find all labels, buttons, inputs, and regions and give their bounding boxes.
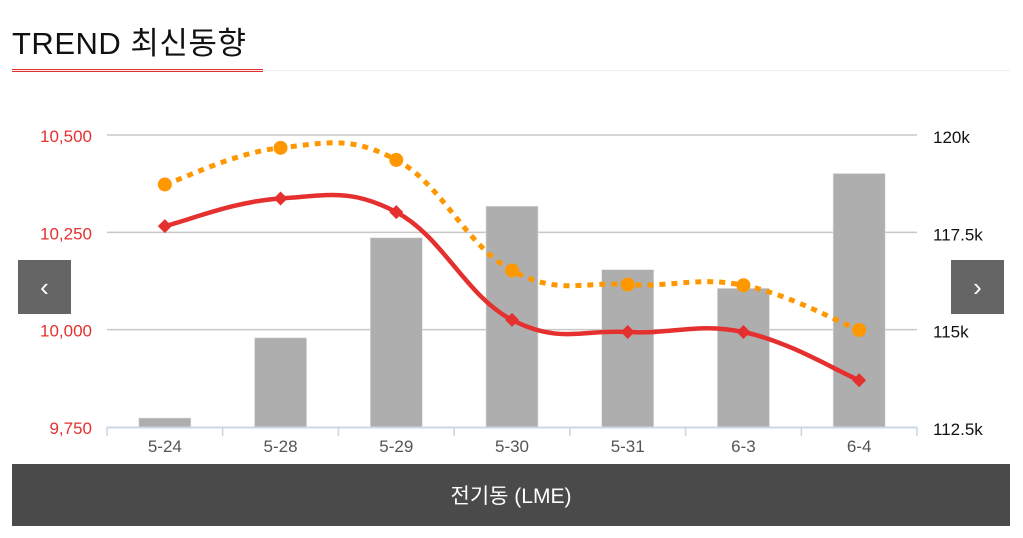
prev-button[interactable]: ‹	[18, 260, 71, 314]
next-button[interactable]: ›	[951, 260, 1004, 314]
diamond-marker-5-28	[273, 191, 288, 206]
left-axis-tick-label: 9,750	[49, 419, 92, 438]
left-axis-tick-label: 10,500	[40, 127, 92, 146]
circle-marker-5-24	[157, 177, 172, 192]
x-axis-tick-label: 5-29	[379, 437, 413, 456]
diamond-marker-6-4	[852, 373, 867, 388]
bar-6-3	[717, 288, 770, 428]
circle-marker-5-28	[273, 140, 288, 155]
circle-marker-5-31	[620, 277, 635, 292]
diamond-marker-5-31	[620, 325, 635, 340]
left-axis-tick-label: 10,000	[40, 322, 92, 341]
left-axis-tick-label: 10,250	[40, 224, 92, 243]
x-axis-tick-label: 5-28	[264, 437, 298, 456]
chevron-right-icon: ›	[973, 271, 982, 302]
circle-marker-5-29	[389, 152, 404, 167]
bar-6-4	[832, 173, 886, 428]
x-axis-tick-label: 5-30	[495, 437, 529, 456]
x-axis-tick-label: 5-24	[148, 437, 182, 456]
divider	[12, 70, 1010, 71]
x-axis-tick-label: 5-31	[611, 437, 645, 456]
right-axis-tick-label: 117.5k	[933, 225, 983, 244]
right-axis-tick-label: 120k	[933, 128, 970, 147]
chart-caption: 전기동 (LME)	[12, 464, 1010, 526]
chevron-left-icon: ‹	[40, 271, 49, 302]
bar-5-24	[138, 417, 192, 428]
trend-chart: 9,750 10,000 10,250 10,500 112.5k 115k 117.5k 1…	[40, 127, 983, 456]
right-axis-tick-label: 112.5k	[933, 420, 983, 439]
diamond-marker-5-30	[505, 312, 519, 327]
diamond-marker-5-29	[389, 205, 404, 220]
section-title: TREND 최신동향	[12, 26, 247, 61]
bar-5-31	[601, 269, 655, 428]
diamond-marker-5-24	[157, 219, 172, 234]
circle-marker-6-3	[736, 278, 751, 293]
bar-5-28	[254, 337, 307, 428]
circle-marker-5-30	[505, 263, 519, 278]
diamond-marker-6-3	[736, 325, 751, 340]
x-axis-tick-label: 6-3	[731, 437, 756, 456]
circle-marker-6-4	[852, 323, 867, 338]
x-axis-tick-label: 6-4	[847, 437, 872, 456]
bar-5-29	[369, 237, 423, 428]
right-axis-tick-label: 115k	[933, 323, 969, 342]
